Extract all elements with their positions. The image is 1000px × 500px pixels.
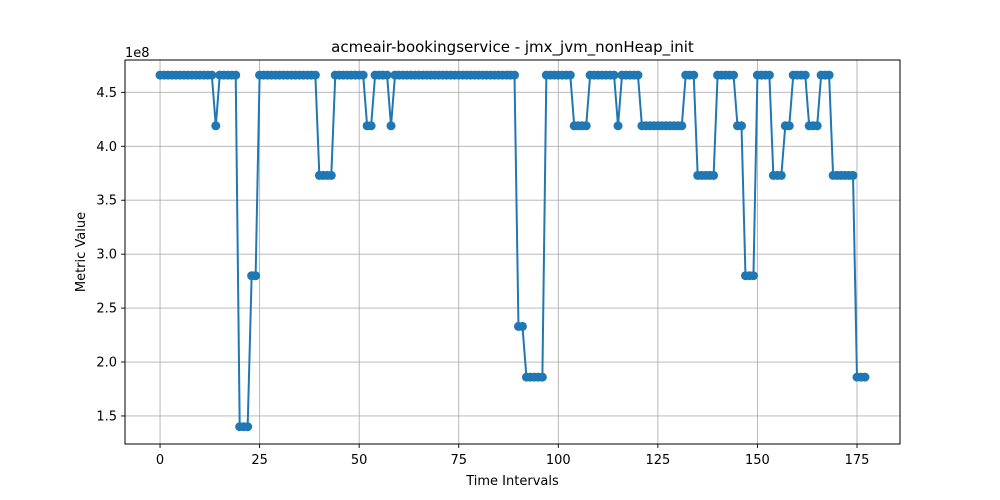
x-axis: 0 25 50 75 100 125 150 175 <box>156 444 869 468</box>
data-point <box>565 70 575 80</box>
y-tick-label: 4.0 <box>96 140 117 155</box>
data-point <box>677 121 687 131</box>
x-tick-label: 100 <box>546 453 571 468</box>
y-tick-label: 1.5 <box>96 409 117 424</box>
y-tick-label: 4.5 <box>96 86 117 101</box>
data-point <box>517 321 527 331</box>
data-point <box>609 70 619 80</box>
data-point <box>633 70 643 80</box>
data-point <box>366 121 376 131</box>
series-line-path <box>160 74 865 428</box>
data-point <box>310 70 320 80</box>
data-point <box>581 121 591 131</box>
y-tick-label: 3.5 <box>96 194 117 209</box>
grid <box>125 60 900 444</box>
x-tick-label: 150 <box>745 453 770 468</box>
data-point <box>709 170 719 180</box>
data-point <box>729 70 739 80</box>
data-point <box>689 70 699 80</box>
data-point <box>509 70 519 80</box>
y-offset-label: 1e8 <box>125 46 150 61</box>
data-point <box>326 170 336 180</box>
plot-frame <box>124 59 901 445</box>
x-tick-label: 50 <box>351 453 368 468</box>
data-point <box>537 372 547 382</box>
data-point <box>784 121 794 131</box>
y-axis-title: Metric Value <box>74 212 89 292</box>
data-point <box>207 70 217 80</box>
data-point <box>243 422 253 432</box>
y-axis: 1.5 2.0 2.5 3.0 3.5 4.0 4.5 <box>96 86 125 424</box>
data-point <box>382 70 392 80</box>
chart-title: acmeair-bookingservice - jmx_jvm_nonHeap… <box>331 38 694 57</box>
data-point <box>231 70 241 80</box>
data-point <box>800 70 810 80</box>
y-tick-label: 2.5 <box>96 302 117 317</box>
x-axis-title: Time Intervals <box>465 474 559 489</box>
data-point <box>386 121 396 131</box>
data-point <box>848 170 858 180</box>
series-markers <box>155 70 870 432</box>
y-tick-label: 3.0 <box>96 248 117 263</box>
data-point <box>812 121 822 131</box>
data-point <box>764 70 774 80</box>
x-tick-label: 75 <box>450 453 467 468</box>
data-point <box>211 121 221 131</box>
data-point <box>748 271 758 281</box>
x-tick-label: 25 <box>251 453 268 468</box>
x-tick-label: 175 <box>845 453 870 468</box>
data-point <box>251 271 261 281</box>
data-point <box>613 121 623 131</box>
data-point <box>860 372 870 382</box>
x-tick-label: 125 <box>645 453 670 468</box>
y-tick-label: 2.0 <box>96 356 117 371</box>
series-line <box>160 74 865 428</box>
x-tick-label: 0 <box>156 453 164 468</box>
data-point <box>736 121 746 131</box>
data-point <box>776 170 786 180</box>
data-point <box>824 70 834 80</box>
data-point <box>358 70 368 80</box>
